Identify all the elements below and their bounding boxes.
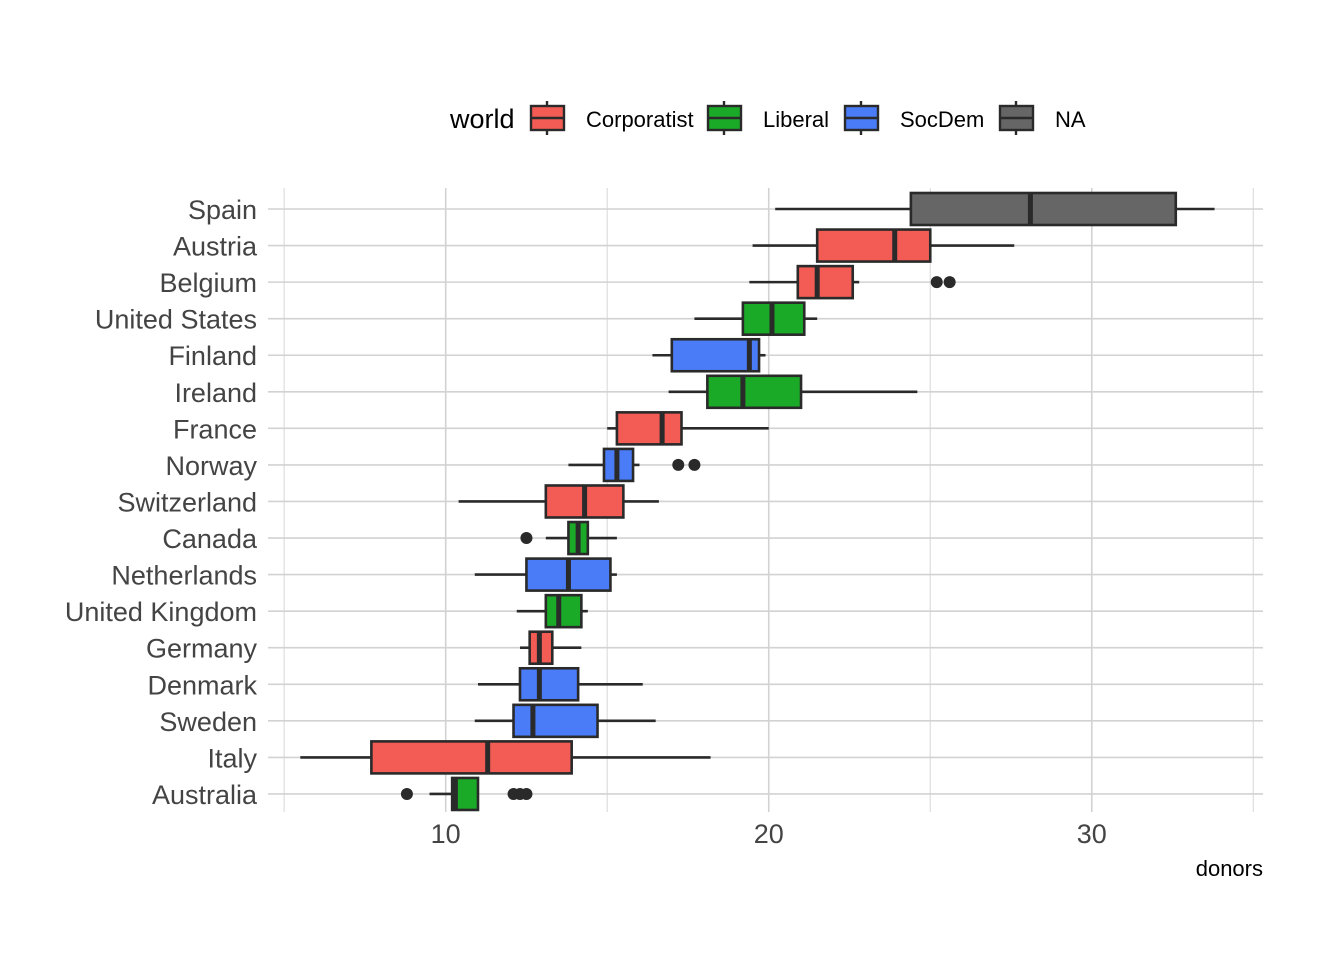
box-iqr	[544, 593, 583, 629]
x-tick-label: 30	[1077, 819, 1107, 849]
y-tick-label: Austria	[173, 232, 258, 262]
box-iqr	[706, 374, 803, 410]
y-tick-label: Australia	[152, 780, 258, 810]
boxes	[300, 191, 1215, 812]
outlier-point	[520, 787, 533, 800]
box-switzerland	[458, 484, 659, 519]
y-tick-label: Norway	[165, 451, 257, 481]
outlier-point	[943, 276, 956, 289]
box-iqr	[518, 666, 580, 702]
y-tick-label: Spain	[188, 195, 257, 225]
box-sweden	[474, 703, 656, 739]
x-axis-title: donors	[1196, 856, 1263, 881]
legend-item-socdem: SocDem	[843, 101, 984, 135]
box-netherlands	[474, 557, 617, 592]
box-germany	[519, 630, 582, 666]
box-iqr	[370, 740, 573, 775]
box-belgium	[749, 264, 956, 300]
y-tick-label: Finland	[168, 341, 257, 371]
box-iqr	[670, 337, 761, 373]
box-spain	[775, 191, 1215, 227]
legend-label: NA	[1055, 107, 1086, 132]
legend-title: world	[449, 104, 515, 134]
y-tick-label: Netherlands	[111, 561, 257, 591]
y-tick-label: Belgium	[159, 268, 257, 298]
box-iqr	[815, 228, 932, 263]
box-finland	[652, 337, 766, 373]
box-denmark	[477, 666, 643, 702]
x-tick-label: 10	[431, 819, 461, 849]
outlier-point	[930, 276, 943, 289]
outlier-point	[400, 787, 413, 800]
y-tick-label: United States	[95, 305, 257, 335]
box-united-kingdom	[516, 593, 588, 629]
box-iqr	[512, 703, 599, 739]
legend-label: Liberal	[763, 107, 829, 132]
x-axis-labels: 10 20 30	[431, 819, 1107, 849]
box-iqr	[796, 264, 855, 300]
y-tick-label: Ireland	[174, 378, 257, 408]
box-australia	[400, 776, 533, 812]
legend: world Corporatist Liberal SocDem NA	[449, 101, 1086, 135]
box-france	[607, 411, 769, 446]
box-iqr	[909, 191, 1178, 227]
box-canada	[520, 520, 617, 556]
box-italy	[300, 740, 711, 775]
y-tick-label: Canada	[162, 524, 258, 554]
legend-item-na: NA	[998, 101, 1086, 135]
y-tick-label: Denmark	[147, 670, 257, 700]
legend-item-liberal: Liberal	[706, 101, 829, 135]
legend-label: Corporatist	[586, 107, 694, 132]
outlier-point	[520, 532, 533, 545]
x-tick-label: 20	[754, 819, 784, 849]
box-iqr	[615, 411, 683, 446]
y-tick-label: Sweden	[159, 707, 257, 737]
y-tick-label: Germany	[146, 634, 258, 664]
y-tick-label: France	[173, 414, 257, 444]
y-tick-label: United Kingdom	[65, 597, 257, 627]
box-norway	[568, 447, 701, 483]
box-austria	[752, 228, 1015, 263]
legend-item-corporatist: Corporatist	[529, 101, 694, 135]
legend-label: SocDem	[900, 107, 984, 132]
y-axis-labels: Spain Austria Belgium United States Finland I…	[65, 195, 258, 810]
outlier-point	[688, 458, 701, 471]
outlier-point	[672, 458, 685, 471]
box-ireland	[668, 374, 918, 410]
y-tick-label: Italy	[207, 743, 257, 773]
y-tick-label: Switzerland	[117, 487, 257, 517]
box-united-states	[694, 301, 818, 336]
